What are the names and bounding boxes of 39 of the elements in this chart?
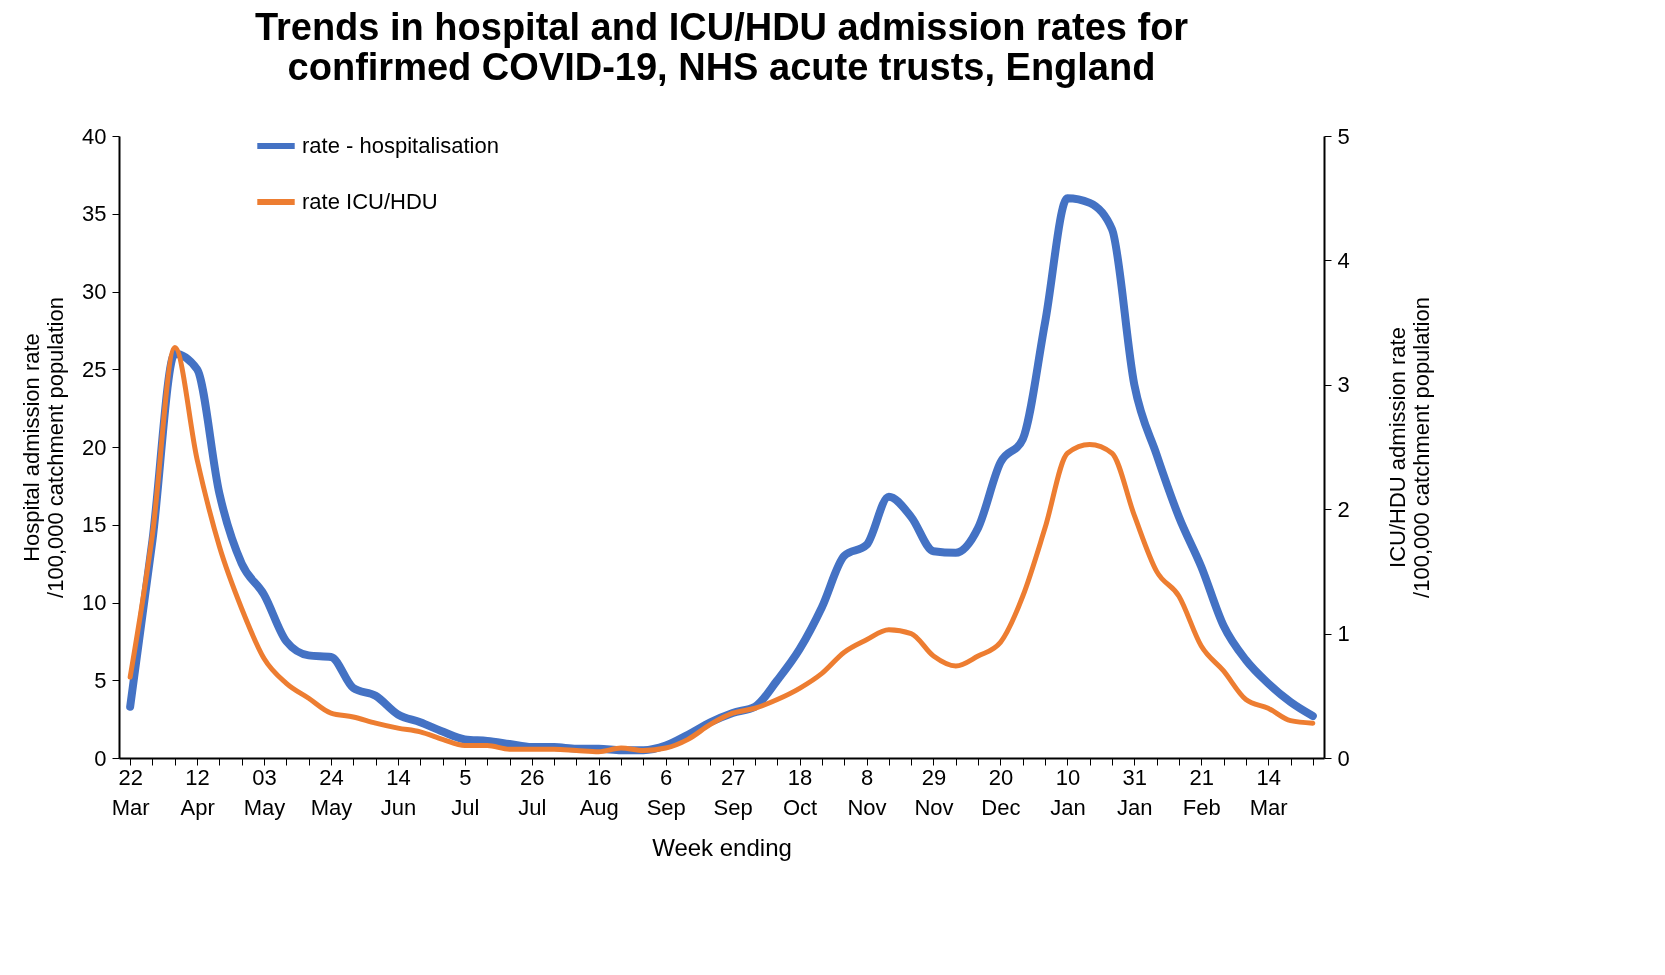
x-tick-label: 22 Mar bbox=[111, 764, 150, 820]
x-axis-title: Week ending bbox=[652, 833, 792, 861]
y-tick-label: 40 bbox=[82, 123, 107, 149]
y2-tick-label: 1 bbox=[1337, 621, 1350, 647]
y-tick-label: 15 bbox=[82, 512, 107, 538]
x-tick-label: 16 Aug bbox=[579, 764, 619, 820]
y2-tick-label: 4 bbox=[1337, 247, 1350, 273]
y2-axis-title: ICU/HDU admission rate /100,000 catchment population bbox=[1384, 297, 1434, 598]
legend-label: rate - hospitalisation bbox=[302, 133, 499, 158]
y2-tick-label: 3 bbox=[1337, 372, 1350, 398]
x-tick-label: 26 Jul bbox=[518, 764, 547, 820]
y-axis-title: Hospital admission rate /100,000 catchment population bbox=[19, 297, 69, 598]
y-tick-label: 20 bbox=[82, 434, 107, 460]
x-tick-label: 21 Feb bbox=[1182, 764, 1221, 820]
y2-tick-label: 0 bbox=[1337, 745, 1350, 771]
x-tick-label: 31 Jan bbox=[1117, 764, 1153, 820]
y2-tick-label: 2 bbox=[1337, 496, 1350, 522]
y-tick-label: 10 bbox=[82, 590, 107, 615]
x-tick-label: 18 Oct bbox=[782, 764, 818, 820]
x-tick-label: 27 Sep bbox=[713, 764, 753, 820]
x-tick-label: 10 Jan bbox=[1050, 764, 1086, 820]
y-tick-label: 30 bbox=[82, 279, 107, 304]
x-tick-label: 6 Sep bbox=[646, 764, 686, 820]
y-tick-label: 5 bbox=[94, 667, 107, 693]
x-tick-label: 12 Apr bbox=[180, 764, 215, 820]
x-tick-label: 5 Jul bbox=[451, 764, 480, 820]
x-tick-label: 20 Dec bbox=[981, 764, 1021, 820]
y-tick-label: 0 bbox=[94, 745, 107, 771]
y-tick-label: 25 bbox=[82, 356, 107, 382]
y-tick-label: 35 bbox=[82, 201, 107, 227]
legend-label: rate ICU/HDU bbox=[302, 189, 438, 214]
x-tick-label: 14 Jun bbox=[380, 764, 417, 820]
x-tick-label: 29 Nov bbox=[914, 764, 954, 820]
x-tick-label: 8 Nov bbox=[847, 764, 887, 820]
chart-title: Trends in hospital and ICU/HDU admission rates for confirmed COVID-19, NHS acute trusts, England bbox=[254, 6, 1189, 88]
x-tick-label: 03 May bbox=[243, 764, 286, 820]
x-tick-label: 24 May bbox=[310, 764, 353, 820]
x-tick-label: 14 Mar bbox=[1249, 764, 1288, 820]
y2-tick-label: 5 bbox=[1337, 123, 1350, 149]
